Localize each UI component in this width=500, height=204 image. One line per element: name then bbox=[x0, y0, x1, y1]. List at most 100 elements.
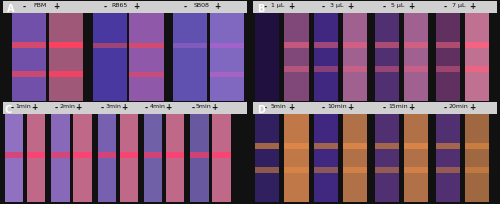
FancyBboxPatch shape bbox=[12, 71, 46, 77]
FancyBboxPatch shape bbox=[212, 152, 230, 158]
FancyBboxPatch shape bbox=[93, 13, 127, 101]
FancyBboxPatch shape bbox=[98, 152, 116, 158]
FancyBboxPatch shape bbox=[436, 114, 460, 202]
FancyBboxPatch shape bbox=[130, 43, 164, 48]
Text: -: - bbox=[23, 2, 26, 11]
FancyBboxPatch shape bbox=[144, 114, 163, 202]
Text: A: A bbox=[8, 4, 15, 14]
FancyBboxPatch shape bbox=[465, 114, 489, 202]
FancyBboxPatch shape bbox=[465, 143, 489, 149]
FancyBboxPatch shape bbox=[190, 152, 208, 158]
FancyBboxPatch shape bbox=[12, 13, 46, 101]
FancyBboxPatch shape bbox=[284, 114, 308, 202]
FancyBboxPatch shape bbox=[2, 1, 246, 13]
Text: -: - bbox=[444, 2, 447, 11]
FancyBboxPatch shape bbox=[465, 167, 489, 173]
FancyBboxPatch shape bbox=[120, 114, 138, 202]
Text: 7 μL: 7 μL bbox=[452, 3, 466, 8]
Text: 3 μL: 3 μL bbox=[330, 3, 344, 8]
FancyBboxPatch shape bbox=[343, 114, 367, 202]
Text: +: + bbox=[166, 103, 172, 112]
FancyBboxPatch shape bbox=[130, 13, 164, 101]
Text: -: - bbox=[382, 2, 386, 11]
Text: 4min: 4min bbox=[150, 104, 166, 109]
Text: +: + bbox=[212, 103, 218, 112]
Text: -: - bbox=[263, 103, 266, 112]
FancyBboxPatch shape bbox=[374, 66, 399, 72]
FancyBboxPatch shape bbox=[120, 152, 138, 158]
FancyBboxPatch shape bbox=[27, 152, 45, 158]
FancyBboxPatch shape bbox=[374, 167, 399, 173]
Text: +: + bbox=[408, 103, 414, 112]
FancyBboxPatch shape bbox=[404, 13, 428, 101]
FancyBboxPatch shape bbox=[314, 114, 338, 202]
FancyBboxPatch shape bbox=[144, 152, 163, 158]
Text: -: - bbox=[382, 103, 386, 112]
FancyBboxPatch shape bbox=[343, 13, 367, 101]
FancyBboxPatch shape bbox=[374, 42, 399, 48]
FancyBboxPatch shape bbox=[166, 114, 184, 202]
Text: +: + bbox=[288, 2, 294, 11]
Text: -: - bbox=[54, 103, 58, 112]
Text: 1min: 1min bbox=[16, 104, 31, 109]
FancyBboxPatch shape bbox=[49, 42, 83, 48]
FancyBboxPatch shape bbox=[343, 66, 367, 72]
Text: +: + bbox=[134, 2, 140, 11]
FancyBboxPatch shape bbox=[190, 114, 208, 202]
Text: +: + bbox=[347, 2, 353, 11]
Text: -: - bbox=[263, 2, 266, 11]
Text: 5 μL: 5 μL bbox=[391, 3, 404, 8]
FancyBboxPatch shape bbox=[343, 42, 367, 48]
Text: +: + bbox=[75, 103, 82, 112]
Text: FBM: FBM bbox=[34, 3, 47, 8]
FancyBboxPatch shape bbox=[404, 66, 428, 72]
FancyBboxPatch shape bbox=[252, 1, 496, 13]
FancyBboxPatch shape bbox=[49, 13, 83, 101]
FancyBboxPatch shape bbox=[255, 143, 280, 149]
FancyBboxPatch shape bbox=[284, 143, 308, 149]
FancyBboxPatch shape bbox=[404, 143, 428, 149]
FancyBboxPatch shape bbox=[436, 42, 460, 48]
Text: -: - bbox=[322, 2, 325, 11]
Text: -: - bbox=[145, 103, 148, 112]
Text: +: + bbox=[347, 103, 353, 112]
FancyBboxPatch shape bbox=[5, 114, 23, 202]
FancyBboxPatch shape bbox=[284, 167, 308, 173]
Text: -: - bbox=[444, 103, 447, 112]
FancyBboxPatch shape bbox=[314, 66, 338, 72]
FancyBboxPatch shape bbox=[374, 114, 399, 202]
Text: D: D bbox=[258, 105, 266, 115]
Text: 15min: 15min bbox=[388, 104, 407, 109]
FancyBboxPatch shape bbox=[74, 152, 92, 158]
Text: -: - bbox=[10, 103, 14, 112]
Text: +: + bbox=[122, 103, 128, 112]
FancyBboxPatch shape bbox=[210, 43, 244, 48]
FancyBboxPatch shape bbox=[12, 42, 46, 48]
Text: +: + bbox=[31, 103, 38, 112]
FancyBboxPatch shape bbox=[314, 167, 338, 173]
FancyBboxPatch shape bbox=[374, 13, 399, 101]
Text: 20min: 20min bbox=[449, 104, 468, 109]
Text: +: + bbox=[214, 2, 220, 11]
Text: B: B bbox=[258, 4, 265, 14]
Text: -: - bbox=[101, 103, 104, 112]
Text: 1 μL: 1 μL bbox=[272, 3, 285, 8]
FancyBboxPatch shape bbox=[255, 13, 280, 101]
Text: -: - bbox=[322, 103, 325, 112]
FancyBboxPatch shape bbox=[284, 13, 308, 101]
Text: +: + bbox=[288, 103, 294, 112]
FancyBboxPatch shape bbox=[166, 152, 184, 158]
FancyBboxPatch shape bbox=[210, 13, 244, 101]
FancyBboxPatch shape bbox=[436, 167, 460, 173]
FancyBboxPatch shape bbox=[404, 114, 428, 202]
FancyBboxPatch shape bbox=[2, 102, 246, 114]
FancyBboxPatch shape bbox=[252, 102, 496, 114]
FancyBboxPatch shape bbox=[98, 114, 116, 202]
FancyBboxPatch shape bbox=[52, 152, 70, 158]
FancyBboxPatch shape bbox=[436, 13, 460, 101]
FancyBboxPatch shape bbox=[255, 114, 280, 202]
FancyBboxPatch shape bbox=[74, 114, 92, 202]
Text: -: - bbox=[104, 2, 106, 11]
FancyBboxPatch shape bbox=[52, 114, 70, 202]
FancyBboxPatch shape bbox=[314, 13, 338, 101]
